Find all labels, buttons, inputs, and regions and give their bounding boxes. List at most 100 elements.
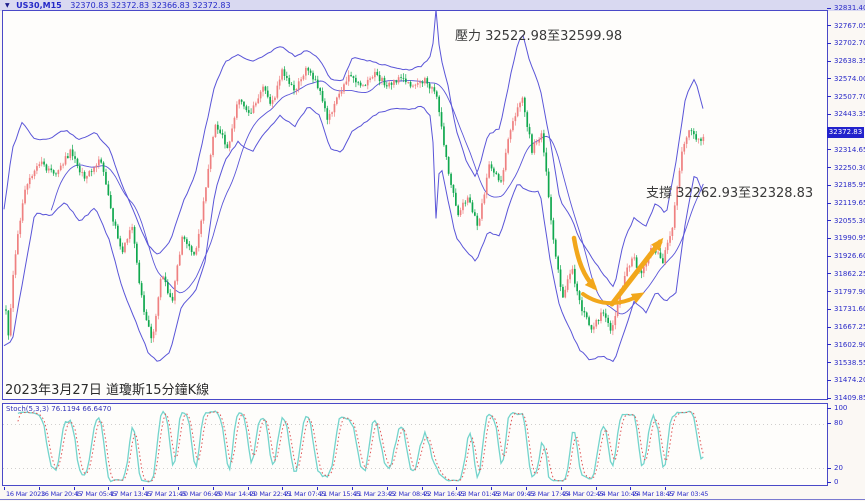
time-axis-tick [247, 487, 249, 490]
time-axis-label: 21 Mar 07:45 [284, 490, 326, 498]
stoch-axis-label: 100 [834, 404, 848, 412]
stoch-axis-label: 80 [834, 419, 843, 427]
time-axis-label: 23 Mar 09:45 [493, 490, 535, 498]
symbol-timeframe-label: US30,M15 [16, 1, 62, 10]
time-axis-tick [38, 487, 40, 490]
price-axis-label: 32185.95 [834, 181, 865, 190]
stoch-axis-tick [827, 467, 831, 469]
time-axis-tick [4, 487, 5, 490]
price-axis-tick [827, 220, 831, 222]
price-axis-tick [827, 42, 831, 44]
time-axis-tick [352, 487, 353, 490]
trend-arrow-annotation[interactable] [609, 237, 664, 307]
support-annotation[interactable]: 支撐 32262.93至32328.83 [646, 186, 814, 201]
time-axis-tick [421, 487, 423, 490]
time-axis-tick [143, 487, 145, 490]
time-axis-tick [178, 487, 179, 490]
price-axis-label: 32443.35 [834, 110, 865, 119]
main-price-chart-canvas[interactable] [2, 10, 828, 400]
time-axis[interactable]: 16 Mar 2023 16 Mar 20:45 17 Mar 05:45 17 Ma… [2, 487, 828, 500]
time-axis-tick [665, 487, 667, 490]
stochastic-indicator-label: Stoch(5,3,3) 76.1194 66.6470 [6, 405, 112, 413]
time-axis-label: 17 Mar 21:45 [145, 490, 187, 498]
price-axis-label: 32831.40 [834, 4, 865, 12]
time-axis-label: 16 Mar 2023 [6, 490, 46, 498]
price-axis-label: 32314.65 [834, 145, 865, 154]
price-axis-label: 31926.60 [834, 252, 865, 261]
price-axis-tick [827, 78, 831, 80]
price-axis[interactable]: 32372.83 32831.40 32767.05 32702.70 32638.3… [827, 0, 865, 501]
time-axis-tick [73, 487, 75, 490]
price-axis-label: 31990.95 [834, 234, 865, 243]
bollinger-upper-band [3, 10, 704, 288]
time-axis-tick [456, 487, 458, 490]
time-axis-label: 21 Mar 23:45 [354, 490, 395, 498]
price-axis-tick [827, 149, 831, 151]
price-axis-tick [827, 397, 831, 399]
stoch-axis-label: 0 [834, 478, 839, 486]
price-axis-label: 32574.00 [834, 74, 865, 83]
price-axis-tick [827, 379, 831, 381]
chart-title-bar: ▼ US30,M15 32370.83 32372.83 32366.83 32… [0, 0, 865, 11]
time-axis-tick [317, 487, 319, 490]
window-bottom-border [0, 499, 865, 500]
price-axis-label: 32055.30 [834, 216, 865, 225]
time-axis-label: 24 Mar 18:45 [632, 490, 674, 498]
price-axis-label: 31538.55 [834, 358, 865, 367]
price-axis-label: 32119.65 [834, 199, 865, 208]
price-axis-label: 32507.70 [834, 92, 865, 101]
time-axis-label: 21 Mar 15:45 [319, 490, 361, 498]
price-axis-tick [827, 291, 831, 293]
date-annotation[interactable]: 2023年3月27日 道瓊斯15分鐘K線 [5, 383, 210, 398]
stoch-axis-tick [827, 422, 831, 424]
time-axis-label: 23 Mar 17:45 [528, 490, 569, 498]
time-axis-label: 27 Mar 03:45 [667, 490, 709, 498]
current-price-box: 32372.83 [827, 126, 864, 138]
time-axis-label: 23 Mar 01:45 [458, 490, 500, 498]
time-axis-label: 17 Mar 05:45 [75, 490, 117, 498]
price-axis-label: 32702.70 [834, 39, 865, 48]
time-axis-label: 20 Mar 14:45 [214, 490, 256, 498]
price-axis-tick [827, 113, 831, 115]
price-axis-label: 32638.35 [834, 57, 865, 66]
time-axis-tick [386, 487, 388, 490]
time-axis-label: 17 Mar 13:45 [110, 490, 152, 498]
time-axis-tick [282, 487, 284, 490]
price-axis-tick [827, 308, 831, 310]
price-axis-tick [827, 273, 831, 275]
time-axis-tick [108, 487, 110, 490]
time-axis-label: 24 Mar 10:45 [597, 490, 639, 498]
trend-arrow-annotation[interactable] [571, 235, 598, 292]
collapse-triangle-icon[interactable]: ▼ [5, 2, 10, 9]
time-axis-label: 22 Mar 08:45 [388, 490, 430, 498]
time-axis-tick [212, 487, 214, 490]
stoch-axis-label: 20 [834, 464, 843, 472]
time-axis-label: 20 Mar 22:45 [249, 490, 291, 498]
time-axis-tick [526, 487, 527, 490]
stoch-k-line [17, 410, 704, 483]
price-axis-tick [827, 167, 831, 169]
price-axis-tick [827, 25, 831, 27]
price-axis-label: 32250.30 [834, 163, 865, 172]
price-axis-tick [827, 326, 831, 328]
stoch-axis-tick [827, 481, 831, 483]
time-axis-tick [630, 487, 632, 490]
stoch-axis-tick [827, 407, 831, 409]
time-axis-label: 24 Mar 02:45 [562, 490, 604, 498]
price-axis-label: 31862.25 [834, 269, 865, 278]
time-axis-tick [560, 487, 562, 490]
price-axis-label: 31731.60 [834, 305, 865, 314]
price-axis-tick [827, 184, 831, 186]
price-axis-label: 31602.90 [834, 340, 865, 349]
price-axis-label: 31409.85 [834, 394, 865, 403]
stochastic-panel-canvas[interactable] [2, 403, 828, 486]
price-axis-label: 31797.90 [834, 287, 865, 296]
time-axis-label: 22 Mar 16:45 [423, 490, 465, 498]
time-axis-label: 20 Mar 06:45 [180, 490, 221, 498]
price-axis-tick [827, 202, 831, 204]
price-axis-tick [827, 344, 831, 346]
resistance-annotation[interactable]: 壓力 32522.98至32599.98 [455, 29, 623, 44]
price-axis-tick [827, 7, 831, 9]
time-axis-label: 16 Mar 20:45 [40, 490, 82, 498]
